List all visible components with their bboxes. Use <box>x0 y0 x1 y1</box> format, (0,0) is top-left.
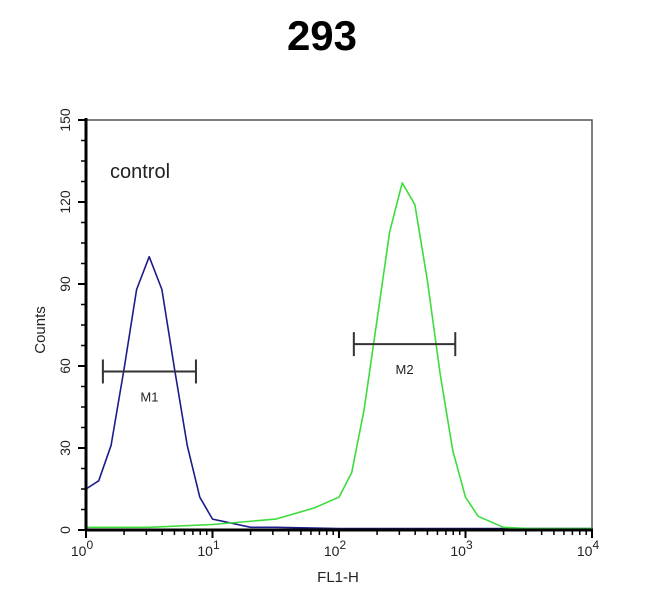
marker-m2: M2 <box>352 332 457 377</box>
x-tick-label: 100 <box>71 538 94 559</box>
y-tick-label: 30 <box>57 440 73 456</box>
y-axis-label: Counts <box>32 306 49 354</box>
y-tick-label: 0 <box>57 526 73 534</box>
control-label: control <box>110 161 170 183</box>
sample-histogram-line <box>86 182 592 530</box>
chart-title: 293 <box>287 12 357 59</box>
marker-layer: M1 M2 <box>101 332 457 404</box>
tick-layer: 0 30 60 90 120 150 100 101 102 103 104 <box>57 108 599 559</box>
x-tick-label: 101 <box>197 538 220 559</box>
x-tick-label: 104 <box>577 538 600 559</box>
marker-m1: M1 <box>101 359 197 404</box>
marker-label: M2 <box>396 362 414 377</box>
x-axis-label: FL1-H <box>317 569 359 586</box>
y-tick-label: 60 <box>57 358 73 374</box>
y-tick-label: 150 <box>57 108 73 132</box>
x-tick-label: 103 <box>450 538 473 559</box>
marker-label: M1 <box>140 389 158 404</box>
y-tick-label: 120 <box>57 190 73 214</box>
x-tick-label: 102 <box>324 538 347 559</box>
series-layer <box>85 182 592 530</box>
control-histogram-line <box>85 255 592 530</box>
y-tick-label: 90 <box>57 276 73 292</box>
